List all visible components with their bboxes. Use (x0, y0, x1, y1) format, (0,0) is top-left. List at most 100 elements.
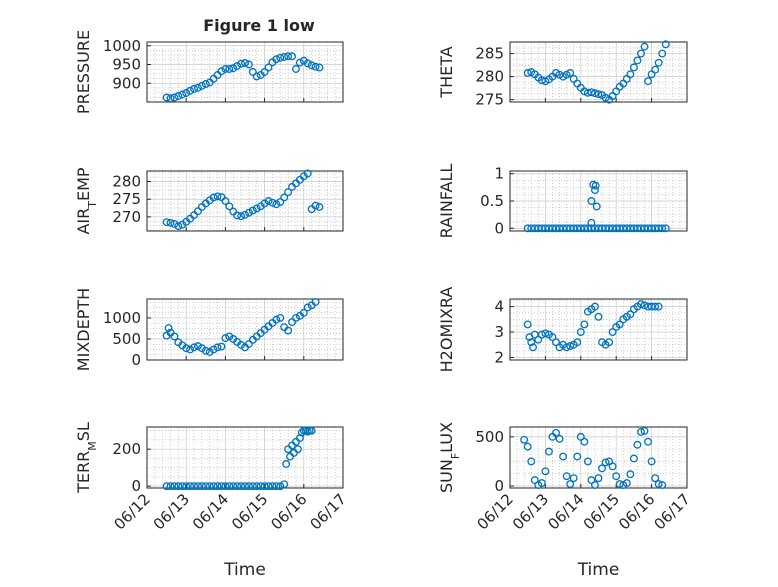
data-point (260, 68, 269, 76)
data-point (601, 458, 610, 467)
data-point (280, 193, 289, 202)
data-point (555, 434, 564, 443)
data-point (252, 72, 261, 81)
data-point (178, 90, 187, 99)
x-tick-label: 06/12 (111, 490, 154, 533)
data-point (229, 482, 238, 491)
plot-area (146, 426, 344, 489)
subplot-4: 0 0.5 1 RAINFALL (437, 164, 688, 238)
data-point (213, 482, 222, 491)
data-point (217, 67, 226, 76)
data-point (182, 344, 191, 353)
subplot-5: 0 500 1000 MIXDEPTH (74, 288, 344, 371)
data-point (629, 454, 638, 463)
data-point (548, 333, 557, 342)
data-point (311, 62, 320, 71)
data-point (284, 326, 293, 335)
y-tick-label: 280 (475, 68, 504, 86)
data-point (303, 303, 312, 312)
data-point (583, 457, 592, 466)
data-point (288, 52, 296, 61)
data-point (186, 482, 195, 491)
data-point (315, 203, 324, 211)
data-point (174, 482, 183, 491)
data-point (608, 328, 617, 336)
plot-frame (146, 170, 344, 232)
y-tick-label: 1000 (103, 37, 141, 55)
data-point (651, 65, 660, 74)
data-point (197, 81, 206, 90)
plot-frame (509, 41, 688, 103)
data-point (252, 482, 261, 491)
data-point (594, 90, 603, 99)
data-point (194, 207, 202, 216)
data-point (644, 437, 653, 446)
data-point (248, 68, 257, 76)
data-point (194, 482, 202, 491)
data-point (264, 63, 273, 72)
data-point (190, 343, 198, 352)
data-point (166, 94, 175, 103)
data-point (654, 58, 663, 67)
data-point (225, 332, 234, 341)
data-point (182, 89, 191, 97)
data-point (272, 200, 281, 209)
plot-frame (509, 298, 688, 361)
data-point (527, 457, 536, 466)
data-point (268, 198, 277, 207)
y-tick-label: 270 (112, 208, 141, 226)
data-point (566, 342, 575, 350)
data-point (592, 202, 601, 211)
data-point (573, 338, 582, 347)
data-point (217, 342, 226, 351)
data-point (221, 482, 230, 491)
data-point (241, 210, 249, 219)
data-point (221, 197, 230, 205)
data-point (587, 197, 596, 205)
data-point (284, 52, 293, 61)
y-tick-label: 500 (112, 330, 141, 348)
data-point (640, 426, 649, 435)
data-point (252, 204, 261, 213)
data-point (282, 460, 291, 468)
data-point (162, 218, 171, 227)
y-tick-label: 275 (112, 190, 141, 208)
data-point (626, 470, 635, 479)
data-point (244, 482, 253, 491)
data-point (170, 332, 179, 341)
data-point (651, 302, 660, 311)
data-point (186, 345, 195, 354)
data-point (221, 65, 230, 73)
plot-frame (146, 298, 344, 361)
data-point (527, 338, 536, 347)
data-point (559, 452, 568, 461)
data-point (166, 218, 175, 227)
plot-area (509, 426, 688, 489)
data-point (174, 92, 183, 100)
y-tick-label: 3 (494, 323, 504, 341)
data-point (241, 482, 249, 491)
data-point (209, 482, 218, 491)
data-point (284, 188, 293, 197)
data-point (633, 440, 642, 449)
data-point (580, 320, 589, 329)
data-point (541, 467, 550, 476)
data-point (523, 442, 532, 451)
data-point (221, 334, 230, 343)
data-point (640, 301, 649, 310)
data-point (523, 320, 532, 329)
data-point (276, 482, 285, 491)
data-point (661, 224, 670, 233)
y-tick-label: 0 (131, 351, 141, 369)
y-tick-label: 0 (494, 477, 504, 495)
data-point (591, 186, 599, 195)
data-point (658, 49, 667, 58)
data-point (303, 169, 312, 178)
y-axis-label: MIXDEPTH (74, 288, 93, 371)
data-point (170, 93, 179, 102)
data-point (201, 346, 210, 355)
data-point (194, 83, 202, 92)
data-point (209, 345, 218, 354)
data-point (276, 198, 285, 207)
